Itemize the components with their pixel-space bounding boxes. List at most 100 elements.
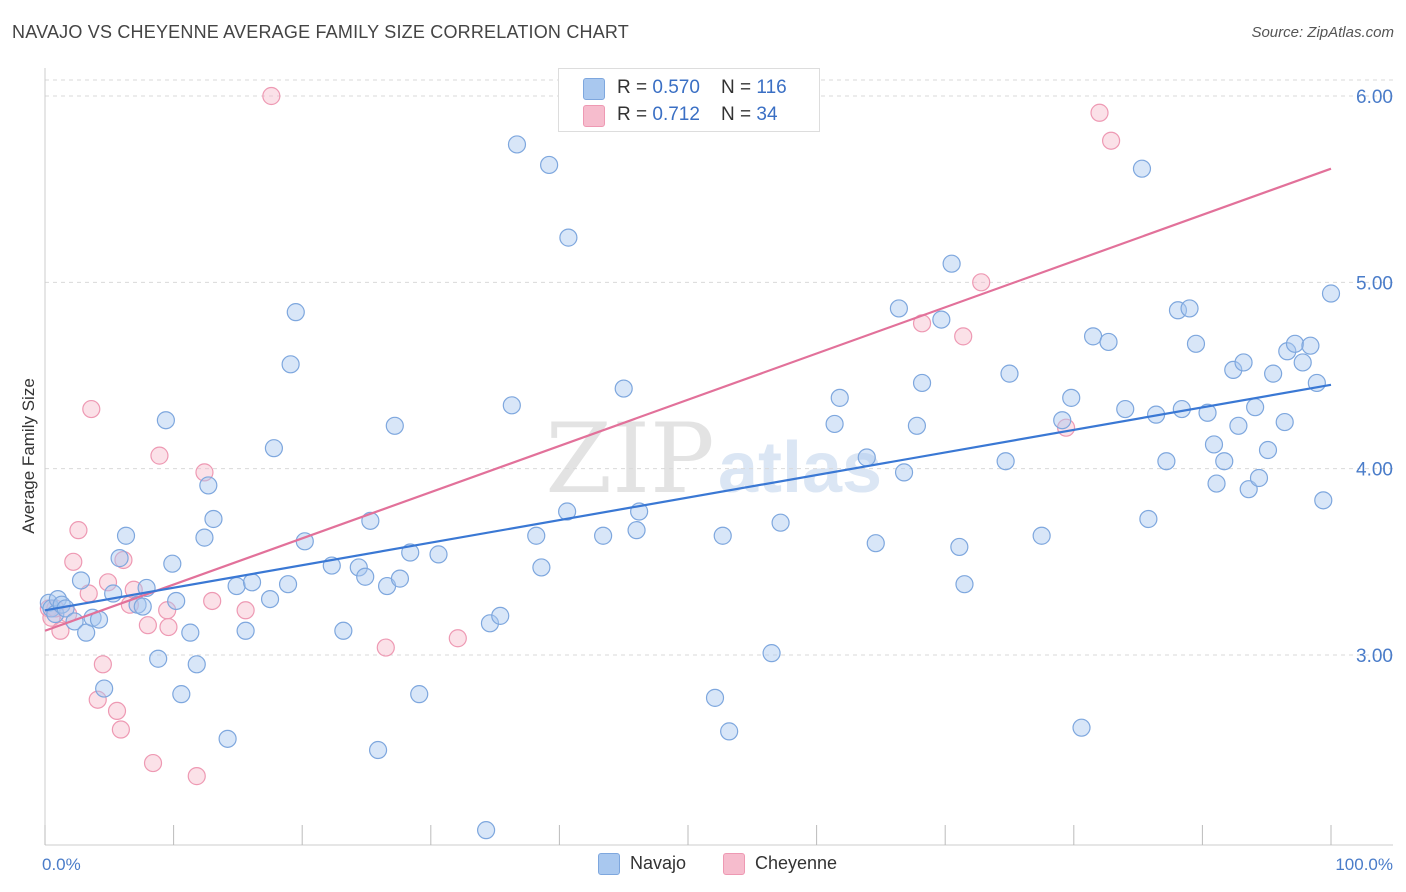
navajo-point — [368, 740, 388, 760]
navajo-point — [204, 509, 223, 529]
navajo-point — [385, 416, 404, 435]
cheyenne-point — [187, 767, 206, 786]
navajo-point — [278, 575, 298, 594]
navajo-point — [195, 528, 214, 547]
navajo-point — [1239, 480, 1258, 499]
chart-title: NAVAJO VS CHEYENNE AVERAGE FAMILY SIZE C… — [12, 22, 630, 42]
cheyenne-point — [69, 521, 88, 540]
y-tick-label: 6.00 — [1356, 87, 1393, 108]
correlation-stats-box: R = 0.570 N = 116 R = 0.712 N = 34 — [558, 68, 820, 132]
navajo-point — [594, 526, 613, 545]
navajo-point — [281, 355, 300, 374]
navajo-point — [133, 597, 152, 616]
y-tick-labels: 3.00 4.00 5.00 6.00 — [1356, 87, 1393, 667]
cheyenne-point — [262, 86, 281, 106]
navajo-point — [242, 573, 262, 592]
legend-navajo-label: Navajo — [630, 853, 687, 873]
cheyenne-r-label: R = — [617, 104, 653, 125]
navajo-point — [1053, 411, 1072, 430]
navajo-point — [401, 543, 420, 562]
navajo-point — [889, 299, 909, 318]
navajo-point — [480, 614, 500, 633]
navajo-point — [1249, 468, 1269, 488]
navajo-n-label: N = — [721, 77, 757, 98]
navajo-point — [491, 606, 510, 625]
navajo-point — [720, 722, 739, 741]
y-tick-label: 3.00 — [1356, 646, 1393, 667]
navajo-point — [1132, 159, 1152, 178]
navajo-point — [932, 310, 951, 329]
legend-cheyenne-label: Cheyenne — [755, 853, 838, 873]
navajo-n-value: 116 — [756, 77, 787, 98]
navajo-point — [361, 511, 380, 530]
navajo-point — [825, 414, 844, 434]
navajo-point — [1234, 353, 1253, 372]
axes — [44, 68, 1393, 846]
source-note: Source: ZipAtlas.com — [1251, 24, 1394, 41]
cheyenne-point — [203, 591, 222, 611]
navajo-point — [540, 155, 559, 175]
navajo-point — [264, 439, 284, 458]
navajo-point — [167, 591, 186, 611]
navajo-point — [1215, 452, 1234, 471]
cheyenne-n-label: N = — [721, 104, 757, 125]
navajo-point — [349, 558, 368, 577]
navajo-point — [942, 254, 961, 273]
navajo-point — [912, 373, 932, 393]
navajo-point — [236, 621, 255, 640]
navajo-r-value: 0.570 — [652, 77, 700, 98]
cheyenne-point — [448, 629, 467, 648]
navajo-point — [65, 612, 84, 631]
navajo-point — [907, 416, 927, 435]
cheyenne-point — [93, 655, 112, 674]
navajo-point — [1139, 509, 1158, 529]
navajo-point — [1072, 718, 1091, 737]
navajo-point — [527, 526, 546, 545]
navajo-trendline — [44, 383, 1332, 612]
navajo-point — [502, 396, 521, 415]
navajo-point — [156, 411, 175, 430]
navajo-point — [1198, 403, 1217, 422]
navajo-point — [1032, 526, 1051, 545]
navajo-swatch — [583, 78, 605, 100]
navajo-point — [199, 476, 218, 495]
cheyenne-n-value: 34 — [756, 104, 778, 125]
navajo-point — [163, 554, 182, 573]
cheyenne-point — [98, 573, 118, 592]
trendlines — [44, 167, 1332, 632]
navajo-point — [1062, 388, 1081, 407]
cheyenne-point — [972, 273, 991, 292]
navajo-point — [227, 576, 246, 596]
navajo-point — [1186, 334, 1206, 353]
y-axis-title: Average Family Size — [19, 378, 38, 534]
navajo-point — [1207, 474, 1226, 493]
navajo-point — [149, 649, 168, 668]
cheyenne-point — [107, 701, 127, 721]
navajo-point — [1264, 364, 1283, 383]
gridlines — [45, 79, 1393, 656]
cheyenne-point — [1090, 103, 1109, 122]
cheyenne-point — [159, 617, 178, 637]
navajo-point — [507, 135, 527, 154]
cheyenne-point — [88, 690, 107, 709]
cheyenne-point — [954, 327, 973, 346]
cheyenne-swatch — [583, 105, 605, 127]
navajo-r-label: R = — [617, 77, 653, 98]
navajo-point — [1275, 412, 1294, 432]
navajo-point — [1321, 284, 1341, 303]
navajo-point — [95, 679, 114, 698]
navajo-points — [39, 135, 1341, 840]
navajo-point — [286, 303, 305, 322]
cheyenne-point — [236, 601, 255, 620]
navajo-point — [1301, 336, 1320, 355]
navajo-point — [116, 526, 136, 545]
navajo-point — [1000, 364, 1019, 383]
navajo-point — [857, 448, 876, 467]
cheyenne-point — [150, 446, 169, 465]
navajo-point — [1229, 416, 1248, 435]
navajo-point — [713, 526, 732, 545]
navajo-point — [771, 513, 790, 532]
navajo-point — [614, 379, 633, 398]
x-tick-label-max: 100.0% — [1335, 855, 1393, 874]
navajo-point — [218, 729, 237, 748]
